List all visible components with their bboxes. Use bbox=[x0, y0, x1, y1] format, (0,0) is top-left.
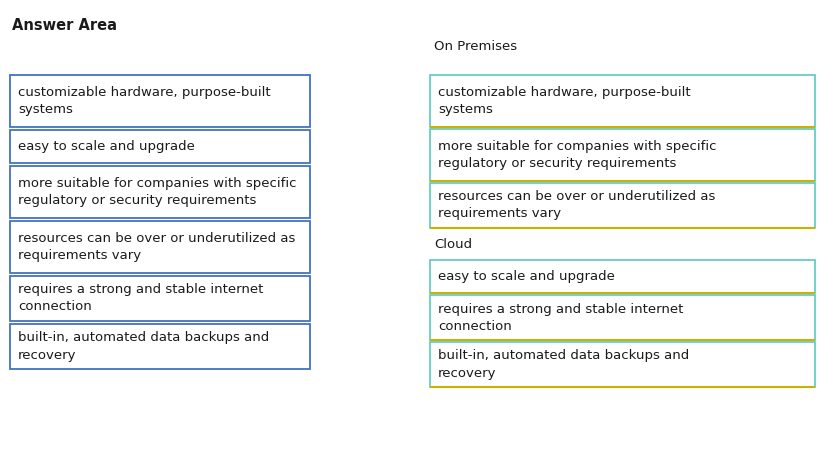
Bar bbox=[430, 342, 815, 387]
Bar bbox=[430, 75, 815, 127]
Text: customizable hardware, purpose-built
systems: customizable hardware, purpose-built sys… bbox=[438, 86, 691, 116]
Bar bbox=[430, 183, 815, 228]
Bar bbox=[10, 130, 310, 163]
Bar bbox=[430, 260, 815, 293]
Text: resources can be over or underutilized as
requirements vary: resources can be over or underutilized a… bbox=[18, 232, 296, 262]
Bar bbox=[10, 75, 310, 127]
Text: built-in, automated data backups and
recovery: built-in, automated data backups and rec… bbox=[18, 331, 269, 362]
Bar bbox=[10, 166, 310, 218]
Text: customizable hardware, purpose-built
systems: customizable hardware, purpose-built sys… bbox=[18, 86, 271, 116]
Bar bbox=[430, 129, 815, 181]
Text: more suitable for companies with specific
regulatory or security requirements: more suitable for companies with specifi… bbox=[438, 140, 716, 170]
Text: easy to scale and upgrade: easy to scale and upgrade bbox=[18, 140, 195, 153]
Text: more suitable for companies with specific
regulatory or security requirements: more suitable for companies with specifi… bbox=[18, 177, 297, 207]
Text: Cloud: Cloud bbox=[434, 238, 472, 251]
Text: On Premises: On Premises bbox=[434, 40, 517, 53]
Bar bbox=[10, 276, 310, 321]
Text: built-in, automated data backups and
recovery: built-in, automated data backups and rec… bbox=[438, 350, 689, 379]
Text: requires a strong and stable internet
connection: requires a strong and stable internet co… bbox=[438, 302, 683, 333]
Text: resources can be over or underutilized as
requirements vary: resources can be over or underutilized a… bbox=[438, 191, 716, 220]
Bar bbox=[10, 324, 310, 369]
Text: easy to scale and upgrade: easy to scale and upgrade bbox=[438, 270, 615, 283]
Text: requires a strong and stable internet
connection: requires a strong and stable internet co… bbox=[18, 283, 263, 314]
Text: Answer Area: Answer Area bbox=[12, 18, 117, 33]
Bar bbox=[430, 295, 815, 340]
Bar bbox=[10, 221, 310, 273]
